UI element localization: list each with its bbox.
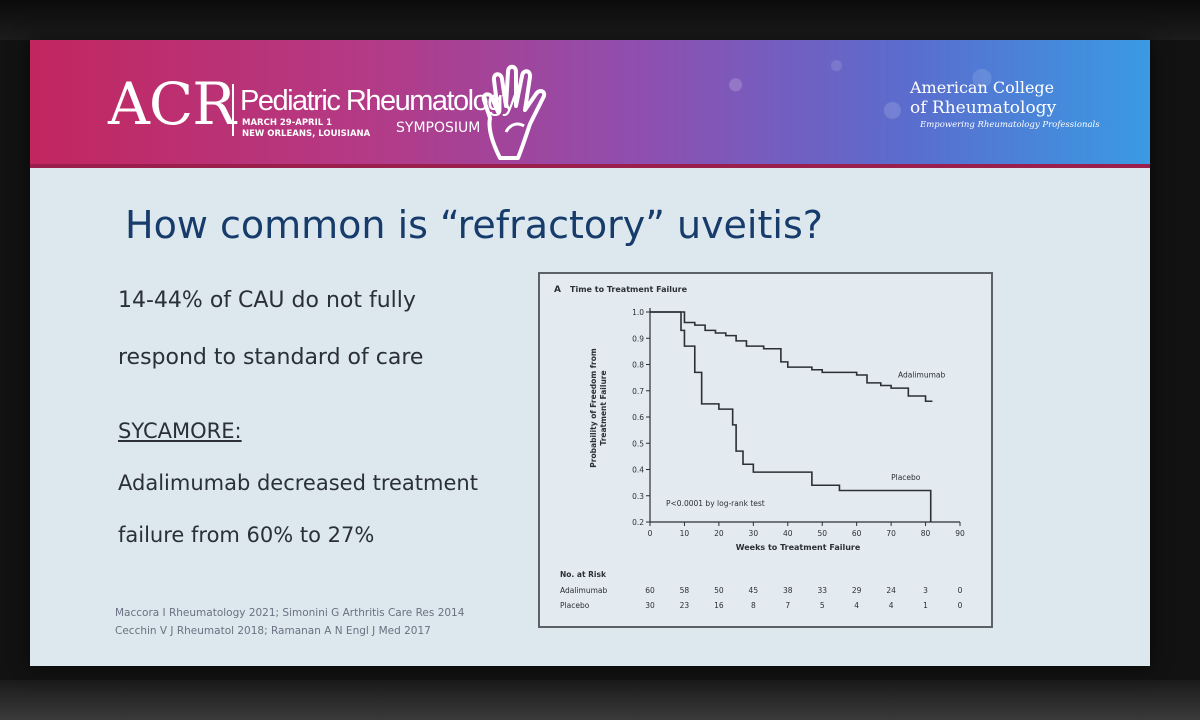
series-label-adalimumab: Adalimumab [898, 371, 945, 380]
slide-banner: ACR Pediatric Rheumatology MARCH 29-APRI… [30, 40, 1150, 168]
citation-line1: Maccora I Rheumatology 2021; Simonini G … [115, 607, 465, 619]
risk-row-label-placebo: Placebo [560, 601, 590, 610]
hand-logo-icon [481, 64, 547, 160]
risk-value-placebo: 1 [923, 601, 928, 610]
y-tick-label: 1.0 [632, 308, 644, 317]
series-label-placebo: Placebo [891, 473, 921, 482]
risk-value-adalimumab: 38 [783, 586, 793, 595]
y-tick-label: 0.4 [632, 466, 644, 475]
risk-value-placebo: 8 [751, 601, 756, 610]
slide-title: How common is “refractory” uveitis? [125, 203, 823, 247]
risk-value-placebo: 0 [958, 601, 963, 610]
x-tick-label: 10 [680, 529, 690, 538]
symposium-location: NEW ORLEANS, LOUISIANA [242, 129, 371, 139]
risk-value-adalimumab: 29 [852, 586, 862, 595]
risk-value-adalimumab: 33 [817, 586, 827, 595]
college-name-line2: of Rheumatology [910, 98, 1057, 118]
bullet1-line1: 14-44% of CAU do not fully [118, 288, 416, 313]
risk-value-adalimumab: 3 [923, 586, 928, 595]
p-value-annotation: P<0.0001 by log-rank test [666, 499, 765, 508]
chart-panel-label: A [554, 285, 561, 295]
x-tick-label: 80 [921, 529, 931, 538]
y-tick-label: 0.9 [632, 334, 644, 343]
series-line-adalimumab [650, 311, 933, 403]
room-background-bottom [0, 680, 1200, 720]
risk-value-placebo: 4 [854, 601, 859, 610]
college-tagline: Empowering Rheumatology Professionals [920, 120, 1100, 130]
x-tick-label: 60 [852, 529, 862, 538]
room-background-top [0, 0, 1200, 40]
y-tick-label: 0.2 [632, 518, 644, 527]
logo-divider [232, 84, 234, 136]
risk-value-placebo: 5 [820, 601, 825, 610]
series-line-placebo [650, 311, 932, 522]
y-axis-label-line2: Treatment Failure [599, 370, 608, 445]
presentation-slide: ACR Pediatric Rheumatology MARCH 29-APRI… [30, 40, 1150, 666]
risk-value-placebo: 7 [785, 601, 790, 610]
y-tick-label: 0.3 [632, 492, 644, 501]
acr-logo: ACR [108, 70, 236, 138]
y-axis-label-line1: Probability of Freedom from [589, 348, 598, 468]
bullet2-line1: Adalimumab decreased treatment [118, 471, 478, 495]
bullet1-line2: respond to standard of care [118, 345, 424, 370]
risk-value-placebo: 30 [645, 601, 655, 610]
symposium-title: Pediatric Rheumatology [240, 85, 516, 117]
x-axis-label: Weeks to Treatment Failure [736, 543, 861, 552]
risk-value-placebo: 4 [889, 601, 894, 610]
y-tick-label: 0.5 [632, 439, 644, 448]
km-chart-frame: A Time to Treatment Failure Probability … [538, 272, 993, 628]
y-tick-label: 0.7 [632, 387, 644, 396]
bullet2-line2: failure from 60% to 27% [118, 523, 375, 547]
symposium-word: SYMPOSIUM [396, 120, 481, 136]
km-chart: A Time to Treatment Failure Probability … [554, 285, 965, 610]
x-tick-label: 40 [783, 529, 793, 538]
symposium-date: MARCH 29-APRIL 1 [242, 118, 333, 128]
y-tick-label: 0.6 [632, 413, 644, 422]
risk-value-adalimumab: 58 [680, 586, 690, 595]
risk-value-placebo: 23 [680, 601, 690, 610]
chart-title: Time to Treatment Failure [570, 285, 688, 294]
citation-line2: Cecchin V J Rheumatol 2018; Ramanan A N … [115, 625, 431, 637]
risk-value-adalimumab: 0 [958, 586, 963, 595]
x-tick-label: 30 [749, 529, 759, 538]
x-tick-label: 90 [955, 529, 965, 538]
trial-name: SYCAMORE: [118, 419, 242, 443]
risk-value-adalimumab: 24 [886, 586, 896, 595]
risk-row-label-adalimumab: Adalimumab [560, 586, 607, 595]
x-tick-label: 20 [714, 529, 724, 538]
college-name-line1: American College [910, 78, 1055, 97]
risk-value-adalimumab: 60 [645, 586, 655, 595]
banner-underline [30, 164, 1150, 168]
risk-value-adalimumab: 50 [714, 586, 724, 595]
y-tick-label: 0.8 [632, 361, 644, 370]
x-tick-label: 50 [817, 529, 827, 538]
risk-table-header: No. at Risk [560, 570, 607, 579]
x-tick-label: 0 [648, 529, 653, 538]
risk-value-placebo: 16 [714, 601, 724, 610]
risk-value-adalimumab: 45 [749, 586, 759, 595]
x-tick-label: 70 [886, 529, 896, 538]
